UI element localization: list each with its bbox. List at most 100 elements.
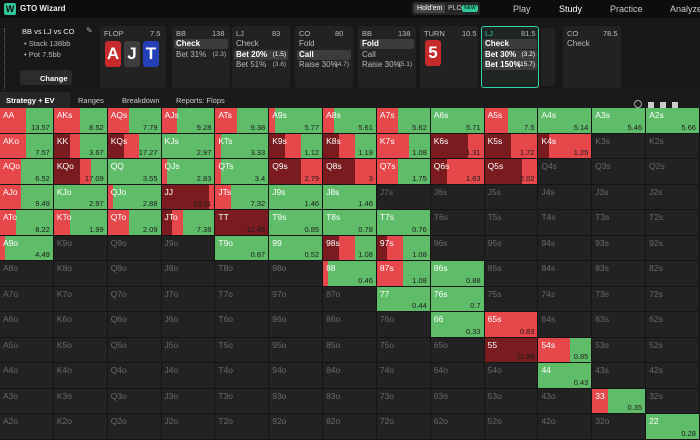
hand-cell[interactable]: Q9o	[107, 235, 162, 262]
hand-cell[interactable]: K6o	[53, 312, 108, 338]
hand-cell[interactable]: A7o	[0, 286, 54, 313]
hand-cell[interactable]: AJs 9.28	[161, 108, 216, 134]
hand-cell[interactable]: 87s 1.08	[376, 261, 431, 287]
hand-cell[interactable]: J3s	[592, 184, 647, 211]
hand-cell[interactable]: 99 0.52	[269, 235, 324, 262]
hand-cell[interactable]: T3s	[592, 210, 647, 236]
hand-cell[interactable]: 92s	[646, 235, 700, 262]
hand-cell[interactable]: 62s	[646, 312, 700, 338]
hand-cell[interactable]: J2o	[161, 414, 216, 440]
hand-cell[interactable]: Q3o	[107, 388, 162, 415]
hand-cell[interactable]: KTs 3.33	[215, 133, 270, 160]
hand-cell[interactable]: AKo 7.57	[0, 133, 54, 160]
hand-cell[interactable]: 72s	[646, 286, 700, 313]
hand-cell[interactable]: AKs 8.52	[53, 108, 108, 134]
hand-cell[interactable]: 65o	[430, 337, 485, 364]
hand-cell[interactable]: A8o	[0, 261, 54, 287]
action[interactable]: Call	[360, 50, 414, 60]
hand-cell[interactable]: Q2o	[107, 414, 162, 440]
hand-cell[interactable]: A5o	[0, 337, 54, 364]
action[interactable]: Fold	[360, 39, 414, 49]
hand-cell[interactable]: K8o	[53, 261, 108, 287]
hand-cell[interactable]: 82o	[323, 414, 377, 440]
hand-cell[interactable]: 63o	[430, 388, 485, 415]
hand-cell[interactable]: 83s	[592, 261, 647, 287]
hand-cell[interactable]: KTo 1.99	[53, 210, 108, 236]
hand-cell[interactable]: J3o	[161, 388, 216, 415]
hand-cell[interactable]: 72o	[376, 414, 431, 440]
action[interactable]: Call	[297, 49, 351, 60]
hand-cell[interactable]: KQo 17.09	[53, 159, 108, 185]
hand-cell[interactable]: T4o	[215, 363, 270, 389]
action[interactable]: Check	[565, 39, 619, 49]
hand-cell[interactable]: QTo 2.09	[107, 210, 162, 236]
hand-cell[interactable]: A6s 5.71	[430, 108, 485, 134]
hand-cell[interactable]: 94o	[269, 363, 324, 389]
hand-cell[interactable]: 53s	[592, 337, 647, 364]
hand-cell[interactable]: 74o	[376, 363, 431, 389]
hand-cell[interactable]: J2s	[646, 184, 700, 211]
nav-analyze[interactable]: Analyze	[670, 4, 700, 14]
hand-cell[interactable]: T7s 0.76	[376, 210, 431, 236]
hand-cell[interactable]: K2o	[53, 414, 108, 440]
hand-cell[interactable]: K7s 1.08	[376, 133, 431, 160]
hand-cell[interactable]: 93o	[269, 388, 324, 415]
mode-plo[interactable]: PLO	[448, 5, 463, 12]
hand-cell[interactable]: K4o	[53, 363, 108, 389]
hand-cell[interactable]: KQs 17.27	[107, 133, 162, 160]
hand-cell[interactable]: J7o	[161, 286, 216, 313]
hand-cell[interactable]: ATs 9.38	[215, 108, 270, 134]
hand-cell[interactable]: 63s	[592, 312, 647, 338]
hand-cell[interactable]: 97s 1.08	[376, 235, 431, 262]
hand-cell[interactable]: Q5o	[107, 337, 162, 364]
hand-cell[interactable]: K5s 1.72	[484, 133, 539, 160]
hand-cell[interactable]: 85o	[323, 337, 377, 364]
hand-cell[interactable]: 85s	[484, 261, 539, 287]
hand-cell[interactable]: J8o	[161, 261, 216, 287]
hand-cell[interactable]: A4o	[0, 363, 54, 389]
hand-cell[interactable]: AQo 6.52	[0, 159, 54, 185]
tab[interactable]: Breakdown	[122, 96, 160, 105]
hand-cell[interactable]: 43s	[592, 363, 647, 389]
hand-cell[interactable]: J4s	[538, 184, 593, 211]
hand-cell[interactable]: 93s	[592, 235, 647, 262]
nav-study[interactable]: Study	[559, 4, 583, 14]
hand-cell[interactable]: 75s	[484, 286, 539, 313]
hand-cell[interactable]: 52o	[484, 414, 539, 440]
tab[interactable]: Ranges	[78, 96, 104, 105]
edit-icon[interactable]: ✎	[86, 26, 93, 35]
hand-cell[interactable]: 65s 0.83	[484, 312, 539, 338]
hand-cell[interactable]: 53o	[484, 388, 539, 415]
hand-cell[interactable]: J9o	[161, 235, 216, 262]
action[interactable]: Check	[174, 39, 228, 49]
hand-cell[interactable]: AJo 9.49	[0, 184, 54, 211]
hand-cell[interactable]: TT 12.46	[215, 210, 270, 236]
hand-cell[interactable]: 92o	[269, 414, 324, 440]
hand-cell[interactable]: J6o	[161, 312, 216, 338]
hand-cell[interactable]: 54o	[484, 363, 539, 389]
hand-cell[interactable]: 86o	[323, 312, 377, 338]
hand-cell[interactable]: J8s 1.46	[323, 184, 377, 211]
nav-practice[interactable]: Practice	[610, 4, 643, 14]
hand-cell[interactable]: 88 0.46	[323, 261, 377, 287]
hand-cell[interactable]: T6o	[215, 312, 270, 338]
hand-cell[interactable]: A9s 5.77	[269, 108, 324, 134]
action[interactable]: Bet 20% (1.5)	[234, 49, 288, 60]
player-panel[interactable]	[172, 26, 230, 88]
hand-cell[interactable]: 22 0.28	[646, 414, 700, 440]
hand-cell[interactable]: T4s	[538, 210, 593, 236]
action[interactable]: Bet 31% (2.3)	[174, 50, 228, 60]
hand-cell[interactable]: QTs 3.4	[215, 159, 270, 185]
hand-cell[interactable]: 94s	[538, 235, 593, 262]
action[interactable]: Bet 30% (3.2)	[483, 49, 537, 60]
hand-cell[interactable]: 44 0.43	[538, 363, 593, 389]
hand-cell[interactable]: JTs 7.32	[215, 184, 270, 211]
hand-cell[interactable]: 64o	[430, 363, 485, 389]
hand-cell[interactable]: K9o	[53, 235, 108, 262]
hand-cell[interactable]: 82s	[646, 261, 700, 287]
hand-cell[interactable]: 87o	[323, 286, 377, 313]
hand-cell[interactable]: T8s 0.78	[323, 210, 377, 236]
action[interactable]: Raise 30% (4.7)	[297, 60, 351, 70]
hand-cell[interactable]: K4s 1.25	[538, 133, 593, 160]
hand-cell[interactable]: Q2s	[646, 159, 700, 185]
